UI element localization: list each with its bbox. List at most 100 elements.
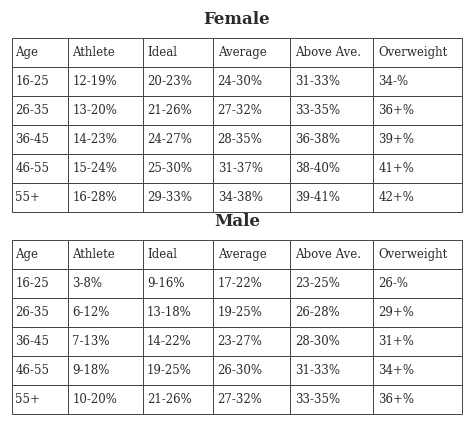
- Bar: [373, 154, 462, 183]
- Bar: [290, 356, 373, 385]
- Bar: [213, 356, 290, 385]
- Bar: [68, 385, 143, 414]
- Text: 46-55: 46-55: [15, 162, 49, 175]
- Text: 7-13%: 7-13%: [73, 335, 110, 348]
- Text: 36-38%: 36-38%: [295, 133, 340, 146]
- Text: 24-27%: 24-27%: [147, 133, 192, 146]
- Text: 23-25%: 23-25%: [295, 277, 340, 290]
- Bar: [143, 183, 213, 212]
- Text: 9-18%: 9-18%: [73, 364, 109, 377]
- Bar: [68, 96, 143, 125]
- Bar: [143, 356, 213, 385]
- Text: 17-22%: 17-22%: [218, 277, 263, 290]
- Text: 28-35%: 28-35%: [218, 133, 263, 146]
- Text: 14-23%: 14-23%: [73, 133, 117, 146]
- Bar: [12, 96, 68, 125]
- Bar: [143, 240, 213, 269]
- Text: 24-30%: 24-30%: [218, 75, 263, 88]
- Text: 46-55: 46-55: [15, 364, 49, 377]
- Bar: [68, 356, 143, 385]
- Text: 27-32%: 27-32%: [218, 393, 263, 406]
- Text: 34+%: 34+%: [378, 364, 414, 377]
- Bar: [373, 125, 462, 154]
- Text: 20-23%: 20-23%: [147, 75, 192, 88]
- Bar: [143, 96, 213, 125]
- Bar: [213, 385, 290, 414]
- Text: 21-26%: 21-26%: [147, 393, 192, 406]
- Bar: [12, 154, 68, 183]
- Bar: [373, 298, 462, 327]
- Bar: [373, 356, 462, 385]
- Bar: [373, 269, 462, 298]
- Text: 26-30%: 26-30%: [218, 364, 263, 377]
- Bar: [290, 96, 373, 125]
- Bar: [143, 269, 213, 298]
- Text: 23-27%: 23-27%: [218, 335, 263, 348]
- Text: Male: Male: [214, 213, 260, 231]
- Text: 27-32%: 27-32%: [218, 104, 263, 117]
- Bar: [373, 67, 462, 96]
- Text: 10-20%: 10-20%: [73, 393, 117, 406]
- Text: 29+%: 29+%: [378, 306, 414, 319]
- Bar: [12, 67, 68, 96]
- Text: 26-%: 26-%: [378, 277, 408, 290]
- Bar: [12, 385, 68, 414]
- Bar: [373, 96, 462, 125]
- Bar: [290, 154, 373, 183]
- Bar: [213, 269, 290, 298]
- Bar: [12, 183, 68, 212]
- Text: 16-28%: 16-28%: [73, 191, 117, 204]
- Bar: [143, 327, 213, 356]
- Bar: [373, 385, 462, 414]
- Bar: [143, 125, 213, 154]
- Bar: [68, 183, 143, 212]
- Bar: [290, 125, 373, 154]
- Text: 41+%: 41+%: [378, 162, 414, 175]
- Text: 33-35%: 33-35%: [295, 104, 340, 117]
- Bar: [68, 269, 143, 298]
- Text: 31-33%: 31-33%: [295, 364, 340, 377]
- Text: 29-33%: 29-33%: [147, 191, 192, 204]
- Text: 31-37%: 31-37%: [218, 162, 263, 175]
- Bar: [290, 298, 373, 327]
- Text: 16-25: 16-25: [15, 75, 49, 88]
- Text: Age: Age: [15, 46, 38, 59]
- Bar: [213, 327, 290, 356]
- Bar: [290, 240, 373, 269]
- Bar: [12, 38, 68, 67]
- Text: 31-33%: 31-33%: [295, 75, 340, 88]
- Bar: [213, 67, 290, 96]
- Text: 3-8%: 3-8%: [73, 277, 102, 290]
- Bar: [143, 298, 213, 327]
- Text: Ideal: Ideal: [147, 248, 177, 261]
- Text: 38-40%: 38-40%: [295, 162, 340, 175]
- Bar: [68, 67, 143, 96]
- Text: Above Ave.: Above Ave.: [295, 248, 361, 261]
- Bar: [213, 125, 290, 154]
- Text: 25-30%: 25-30%: [147, 162, 192, 175]
- Bar: [143, 154, 213, 183]
- Text: 42+%: 42+%: [378, 191, 414, 204]
- Text: 26-35: 26-35: [15, 104, 49, 117]
- Bar: [12, 356, 68, 385]
- Bar: [213, 240, 290, 269]
- Text: Athlete: Athlete: [73, 248, 115, 261]
- Bar: [12, 125, 68, 154]
- Text: 19-25%: 19-25%: [218, 306, 263, 319]
- Text: 14-22%: 14-22%: [147, 335, 192, 348]
- Text: 26-35: 26-35: [15, 306, 49, 319]
- Text: 55+: 55+: [15, 191, 40, 204]
- Bar: [373, 183, 462, 212]
- Text: 19-25%: 19-25%: [147, 364, 192, 377]
- Text: 31+%: 31+%: [378, 335, 414, 348]
- Bar: [290, 38, 373, 67]
- Bar: [290, 67, 373, 96]
- Bar: [68, 298, 143, 327]
- Text: 36+%: 36+%: [378, 104, 414, 117]
- Text: 26-28%: 26-28%: [295, 306, 340, 319]
- Bar: [143, 38, 213, 67]
- Bar: [12, 327, 68, 356]
- Text: 13-18%: 13-18%: [147, 306, 192, 319]
- Bar: [12, 298, 68, 327]
- Bar: [68, 240, 143, 269]
